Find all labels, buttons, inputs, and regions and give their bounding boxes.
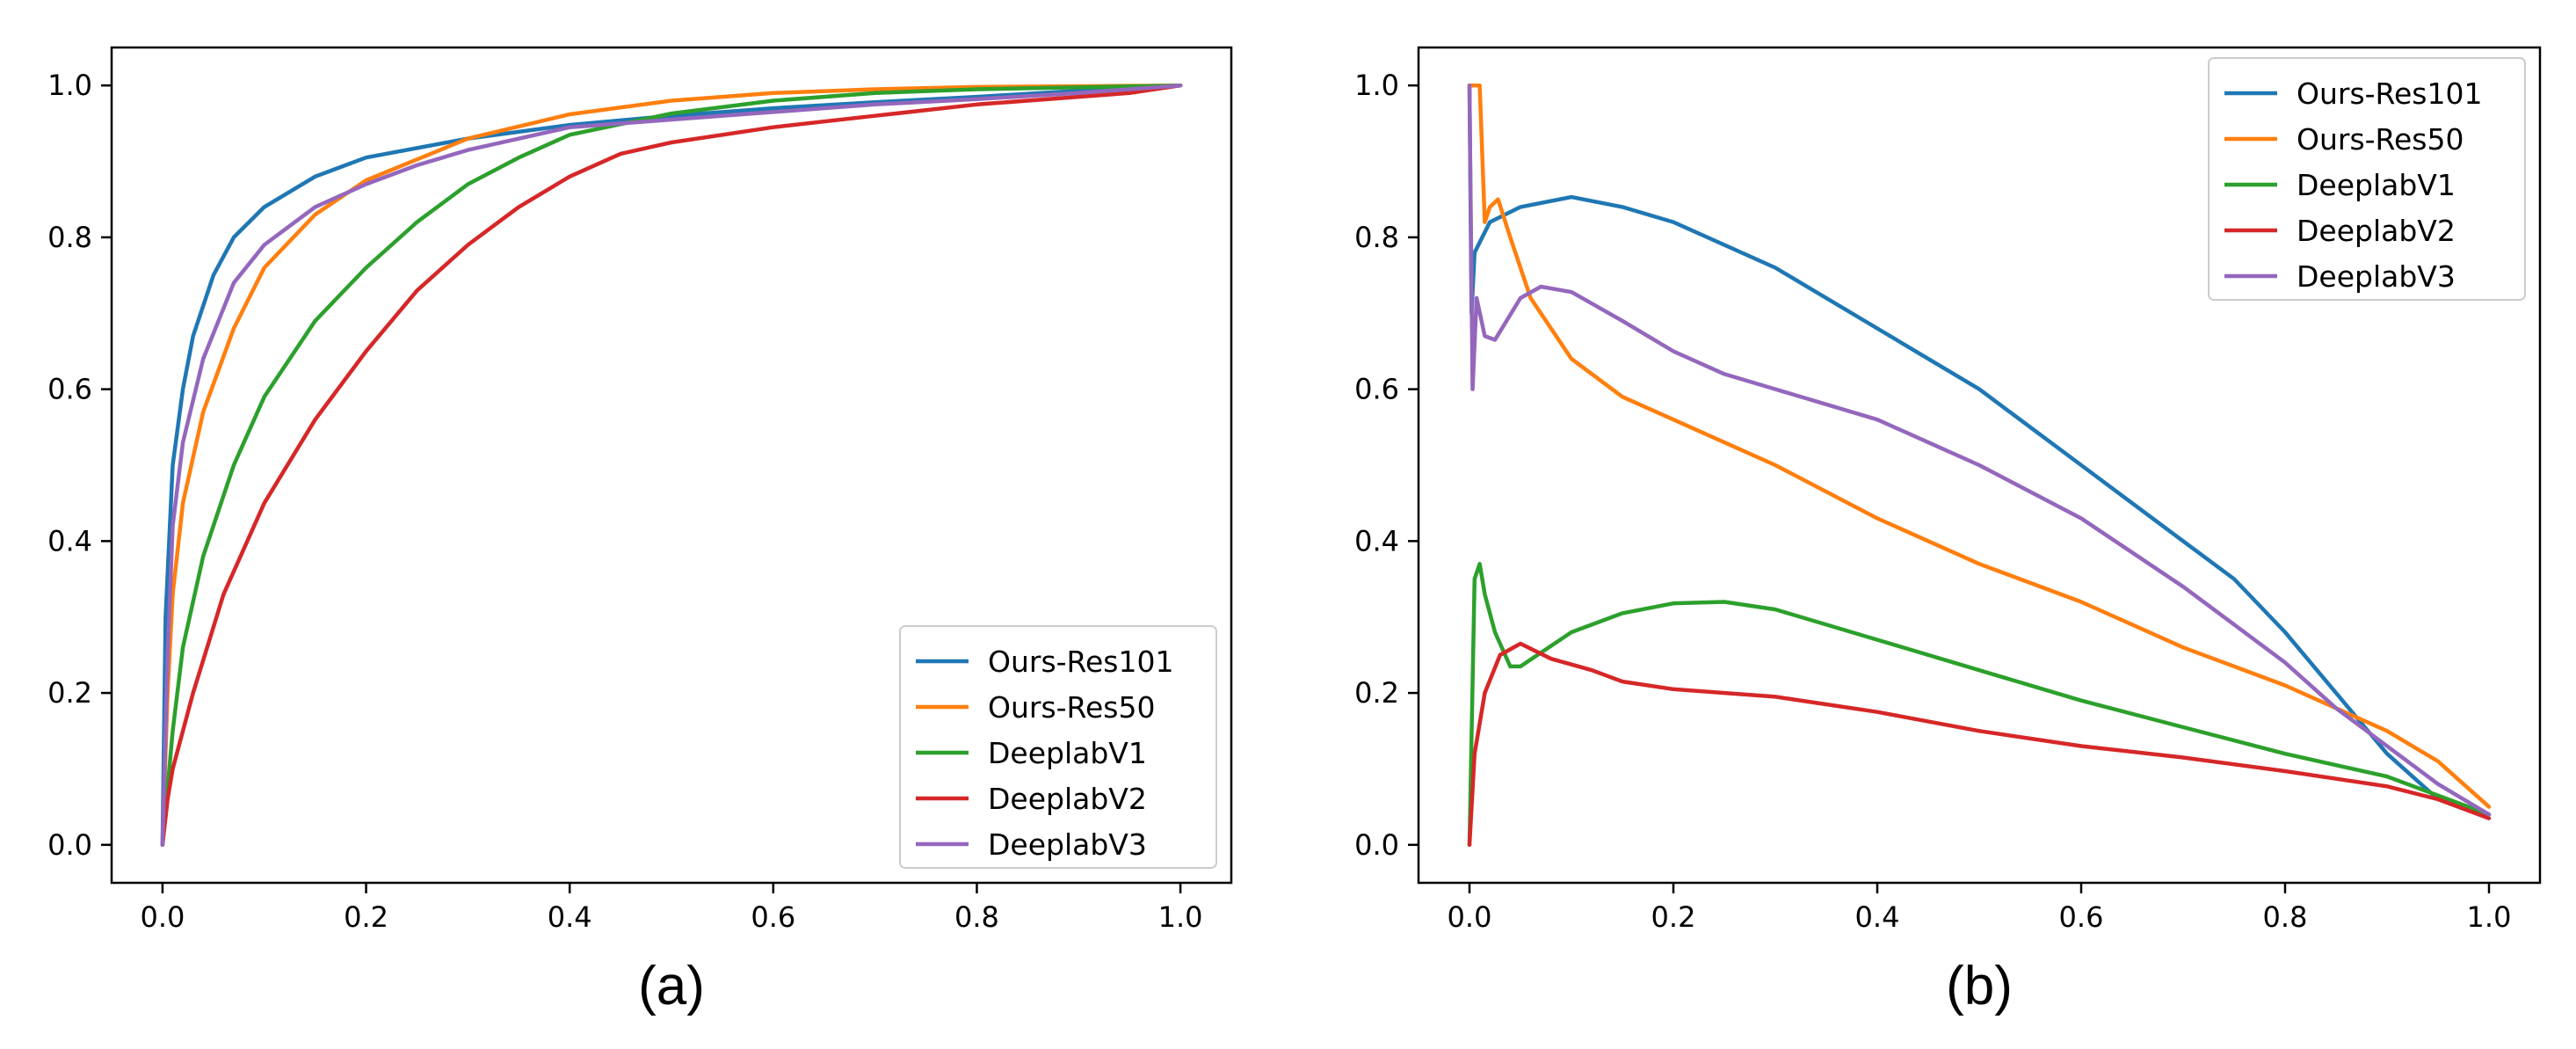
series-line-deeplabv1 xyxy=(160,83,1183,848)
x-tick-label: 0.2 xyxy=(1651,900,1696,934)
legend-label: DeeplabV2 xyxy=(988,782,1147,816)
legend-label: Ours-Res50 xyxy=(2297,122,2464,157)
panel-caption: (b) xyxy=(1946,956,2013,1016)
series-line-ours-res101 xyxy=(1467,83,2492,817)
x-tick-label: 0.0 xyxy=(140,900,185,934)
y-tick-label: 0.0 xyxy=(1354,828,1399,862)
y-tick-label: 0.6 xyxy=(47,373,92,406)
legend-label: Ours-Res101 xyxy=(988,645,1174,679)
y-tick-label: 0.6 xyxy=(1354,373,1399,406)
y-tick-label: 0.4 xyxy=(1354,524,1399,557)
series-line-deeplabv3 xyxy=(160,83,1183,848)
series-line-deeplabv2 xyxy=(160,83,1183,848)
legend-label: Ours-Res101 xyxy=(2297,76,2483,111)
legend-label: DeeplabV2 xyxy=(2297,214,2456,248)
x-tick-label: 1.0 xyxy=(1158,900,1203,934)
legend: Ours-Res101 Ours-Res50 DeeplabV1 DeeplabV2 D… xyxy=(899,625,1217,869)
series-line-deeplabv3 xyxy=(1467,83,2492,817)
x-tick-label: 1.0 xyxy=(2467,900,2512,934)
y-tick-label: 0.0 xyxy=(47,828,92,862)
legend-label: DeeplabV1 xyxy=(2297,168,2456,202)
legend-label: DeeplabV3 xyxy=(2297,259,2456,294)
legend-box xyxy=(2208,57,2526,301)
plot-frame xyxy=(1417,46,2542,885)
x-tick-label: 0.0 xyxy=(1448,900,1492,934)
x-tick-label: 0.2 xyxy=(344,900,388,934)
chart-panel-2: 0.0 0.2 0.4 0.6 0.8 1.0 0.0 0.2 0.4 0.6 0.8 1.0 Ours… xyxy=(1354,46,2542,1016)
x-tick-label: 0.8 xyxy=(954,900,999,934)
legend-label: Ours-Res50 xyxy=(988,690,1156,725)
x-tick-label: 0.6 xyxy=(2059,900,2104,934)
y-tick-label: 1.0 xyxy=(47,69,92,102)
y-tick-label: 0.8 xyxy=(47,221,92,254)
x-tick-label: 0.4 xyxy=(548,900,592,934)
y-tick-label: 1.0 xyxy=(1354,69,1399,102)
legend: Ours-Res101 Ours-Res50 DeeplabV1 DeeplabV2 D… xyxy=(2208,57,2526,301)
y-tick-label: 0.8 xyxy=(1354,221,1399,254)
legend-label: DeeplabV3 xyxy=(988,827,1147,862)
y-tick-label: 0.2 xyxy=(1354,676,1399,710)
series-line-deeplabv2 xyxy=(1467,641,2492,848)
chart-panel-1: 0.0 0.2 0.4 0.6 0.8 1.0 0.0 0.2 0.4 0.6 0.8 1.0 Ours… xyxy=(47,46,1233,1016)
plot-frame xyxy=(110,46,1233,885)
series-line-ours-res101 xyxy=(160,83,1183,848)
legend-label: DeeplabV1 xyxy=(988,736,1147,770)
y-tick-label: 0.4 xyxy=(47,524,92,557)
series-line-ours-res50 xyxy=(1467,83,2492,809)
panel-caption: (a) xyxy=(638,956,705,1016)
x-tick-label: 0.8 xyxy=(2263,900,2308,934)
x-tick-label: 0.4 xyxy=(1855,900,1900,934)
series-line-deeplabv1 xyxy=(1467,562,2492,848)
y-tick-label: 0.2 xyxy=(47,676,92,710)
legend-box xyxy=(899,625,1217,869)
x-tick-label: 0.6 xyxy=(751,900,795,934)
